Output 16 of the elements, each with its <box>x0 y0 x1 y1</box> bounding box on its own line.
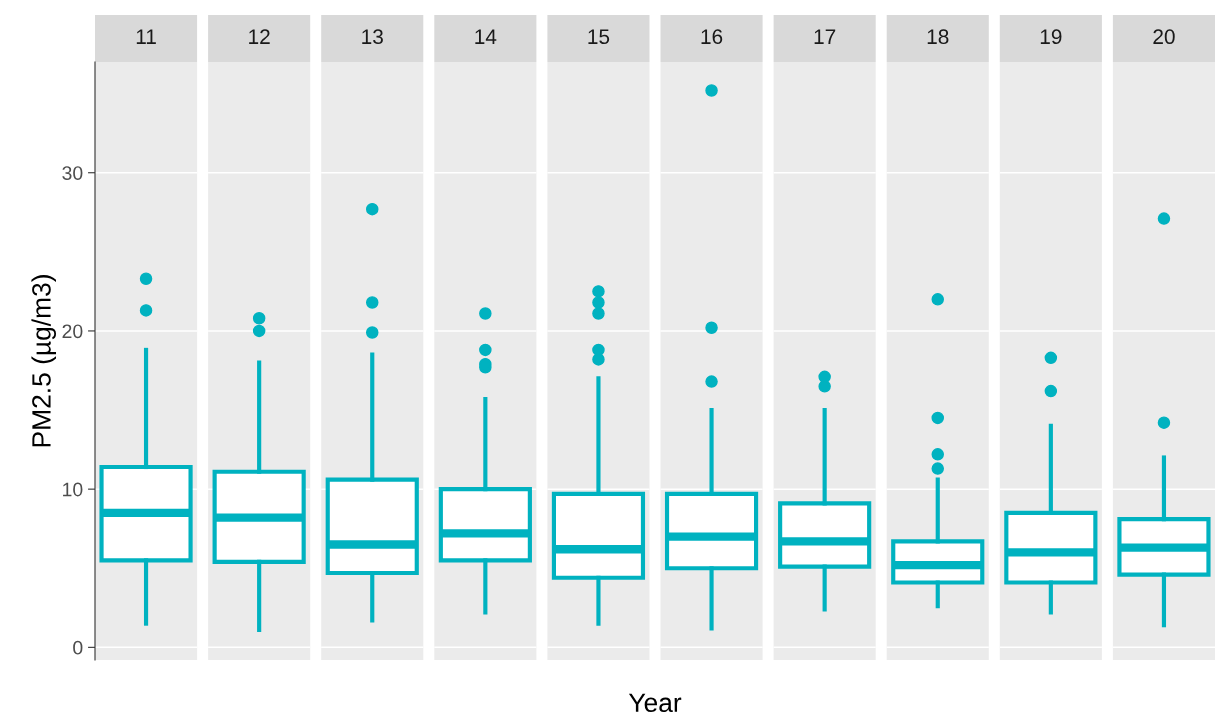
y-tick-label: 20 <box>62 324 83 339</box>
x-tick-label: 18 <box>927 29 949 45</box>
x-axis-title: Year <box>628 693 682 713</box>
x-tick-label: 11 <box>136 29 156 44</box>
x-tick-label: 12 <box>249 29 270 44</box>
x-tick-label: 13 <box>362 29 383 45</box>
y-tick-label: 10 <box>63 482 83 497</box>
x-tick-label: 16 <box>701 29 723 45</box>
x-tick-label: 15 <box>588 29 610 45</box>
x-tick-label: 20 <box>1153 29 1175 45</box>
x-tick-label: 19 <box>1040 29 1062 45</box>
x-tick-label: 17 <box>814 29 836 44</box>
y-axis-title: PM2.5 (µg/m3) <box>31 275 57 447</box>
y-tick-label: 30 <box>62 166 83 180</box>
y-tick-label: 0 <box>73 640 83 655</box>
x-tick-label: 14 <box>475 29 497 44</box>
